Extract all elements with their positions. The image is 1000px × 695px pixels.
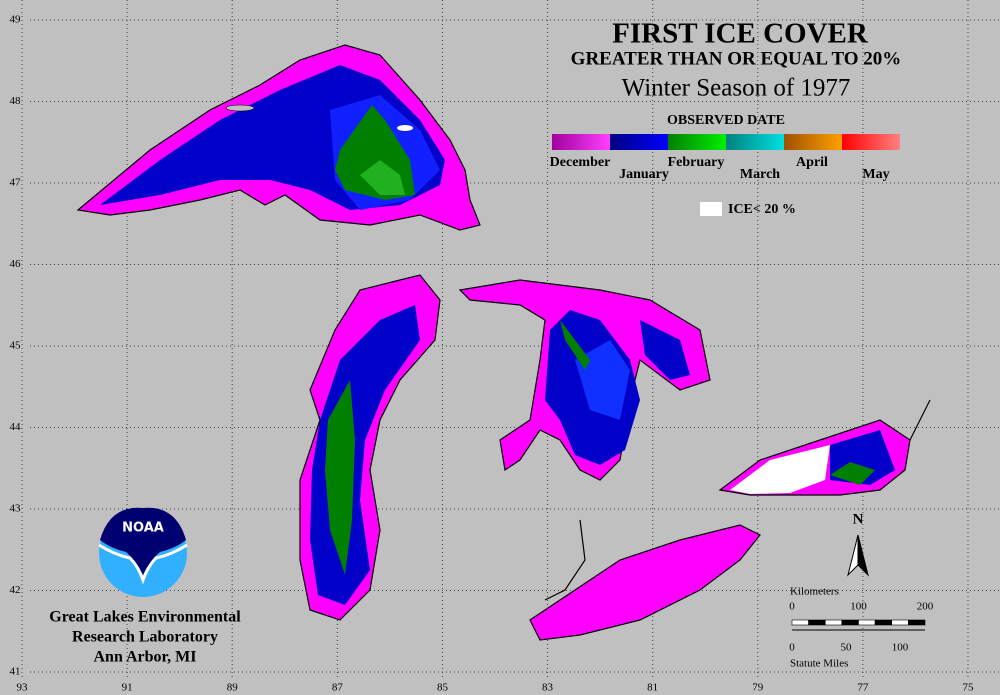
scale-label: Statute Miles — [790, 658, 848, 670]
scale-bar: Kilometers 0 100 200 0 50 100 Statute Miles — [789, 586, 934, 670]
org-line: Research Laboratory — [72, 629, 218, 646]
legend-label: April — [796, 155, 828, 170]
north-arrow: N — [847, 511, 869, 577]
legend-swatch — [552, 134, 610, 150]
legend-label: December — [550, 155, 611, 170]
scale-segment — [908, 619, 926, 626]
lon-label: 77 — [857, 682, 869, 694]
scale-segment — [874, 619, 893, 626]
ice-swatch — [700, 202, 722, 216]
legend-label: January — [619, 167, 669, 182]
scale-tick: 0 — [789, 642, 795, 654]
lat-label: 46 — [10, 258, 22, 270]
legend-label: May — [862, 167, 889, 182]
lon-label: 81 — [647, 682, 658, 694]
lat-label: 42 — [10, 584, 21, 596]
scale-tick: 100 — [850, 601, 867, 613]
lon-label: 87 — [332, 682, 344, 694]
scale-tick: 0 — [789, 601, 795, 613]
scale-segment — [841, 619, 859, 626]
lon-label: 83 — [542, 682, 554, 694]
lake-ontario — [718, 399, 931, 496]
lat-label: 49 — [10, 14, 22, 26]
lake-huron — [458, 279, 711, 481]
noaa-logo: NOAA — [98, 507, 188, 597]
logo-text: NOAA — [122, 521, 164, 536]
legend-title: OBSERVED DATE — [667, 113, 785, 128]
scale-segment — [891, 619, 909, 626]
lat-label: 41 — [10, 666, 21, 678]
lake-michigan — [299, 274, 441, 621]
lon-label: 79 — [752, 682, 764, 694]
lon-label: 93 — [17, 682, 29, 694]
scale-label: Kilometers — [790, 586, 839, 598]
scale-segment — [808, 619, 826, 626]
legend-swatch — [842, 134, 900, 150]
lake-superior — [76, 44, 481, 231]
legend-label: February — [668, 155, 725, 170]
legend-swatch — [726, 134, 784, 150]
lat-label: 48 — [10, 95, 22, 107]
lon-label: 91 — [122, 682, 133, 694]
lake-erie — [529, 519, 761, 641]
lon-label: 89 — [227, 682, 239, 694]
org-line: Ann Arbor, MI — [94, 649, 197, 666]
scale-tick: 200 — [917, 601, 934, 613]
ice-label: ICE< 20 % — [728, 202, 796, 217]
scale-segment — [824, 619, 843, 626]
lat-label: 47 — [10, 177, 22, 189]
legend-swatch — [784, 134, 842, 150]
subtitle: GREATER THAN OR EQUAL TO 20% — [571, 48, 902, 69]
lat-label: 45 — [10, 340, 22, 352]
lat-label: 43 — [10, 503, 22, 515]
lon-label: 75 — [963, 682, 975, 694]
season: Winter Season of 1977 — [622, 75, 851, 102]
legend-swatch — [668, 134, 726, 150]
svg-text:N: N — [853, 511, 864, 527]
lat-label: 44 — [10, 421, 22, 433]
title: FIRST ICE COVER — [612, 18, 869, 50]
scale-tick: 100 — [892, 642, 909, 654]
legend-label: March — [740, 167, 780, 182]
lon-label: 85 — [437, 682, 449, 694]
scale-tick: 50 — [841, 642, 853, 654]
org-line: Great Lakes Environmental — [49, 609, 241, 626]
organization: Great Lakes Environmental Research Labora… — [49, 609, 241, 666]
scale-segment — [858, 619, 876, 626]
scale-segment — [791, 619, 809, 626]
legend-swatch — [610, 134, 668, 150]
